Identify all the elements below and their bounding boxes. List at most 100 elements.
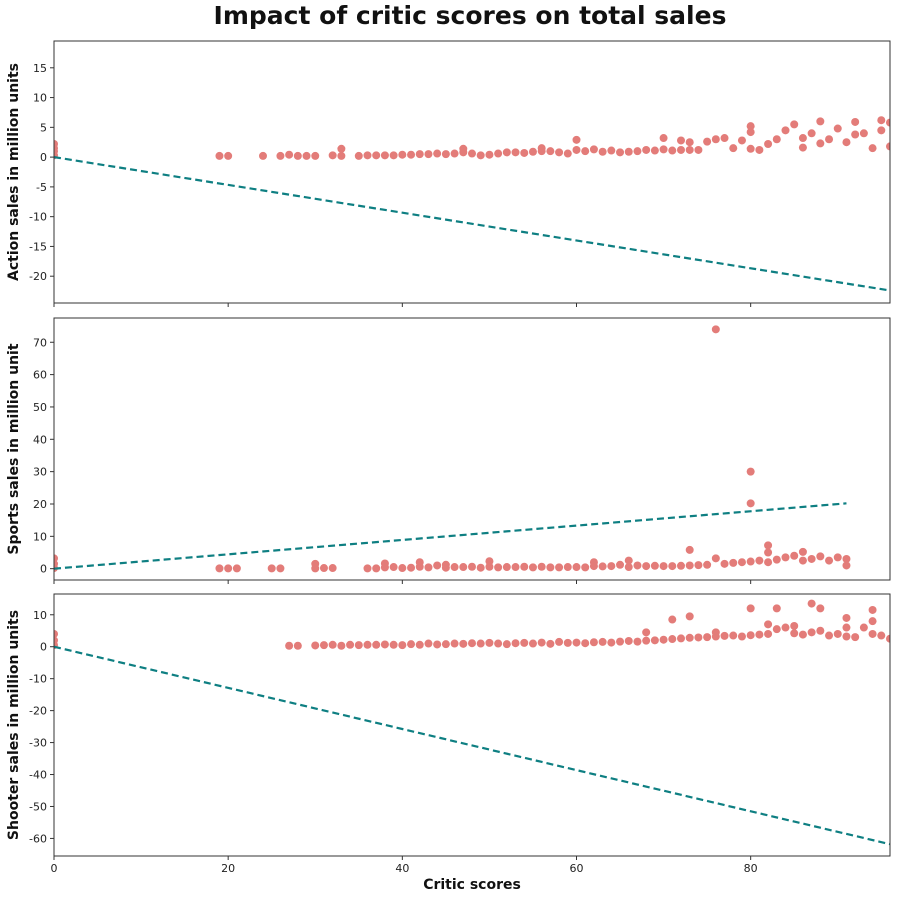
sports-data-point [537,562,546,571]
shooter-data-point [685,633,694,642]
sports-trend-line [54,502,847,570]
action-ytick-label: -5 [36,181,47,194]
shooter-data-point [711,628,720,637]
action-data-point [624,147,633,156]
action-data-point [659,134,668,143]
shooter-data-point [816,604,825,613]
shooter-data-point [650,636,659,645]
action-data-point [616,148,625,157]
action-data-point [285,150,294,159]
sports-data-point [555,563,564,572]
sports-data-point [764,548,773,557]
action-data-point [494,149,503,158]
sports-data-point [737,558,746,567]
action-ytick-label: 10 [33,92,47,105]
sports-data-point [755,556,764,565]
sports-data-point [476,563,485,572]
action-ytick-label: -20 [29,270,47,283]
sports-data-point [677,561,685,570]
sports-data-point [833,553,842,562]
shooter-data-point [563,638,572,647]
action-data-point [642,145,651,154]
sports-data-point [528,563,537,572]
action-data-point [650,146,659,155]
sports-data-point [563,563,572,572]
shooter-data-point [694,633,703,642]
action-data-point [468,149,476,158]
shooter-data-point [459,639,468,648]
shooter-data-point [380,640,389,649]
action-data-point [633,147,642,156]
sports-data-point [54,554,58,563]
action-data-point [677,136,685,145]
shooter-data-point [546,639,555,648]
action-data-point [737,136,746,145]
sports-data-point [633,561,642,570]
shooter-data-point [807,628,816,637]
action-data-point [816,117,825,126]
action-data-point [746,122,755,131]
sports-data-point [572,563,581,572]
shooter-data-point [842,613,851,622]
shooter-data-point [772,604,781,613]
shooter-data-point [807,599,816,608]
action-data-point [502,148,511,157]
action-data-point [433,149,442,158]
sports-data-point [798,547,807,556]
shooter-data-point [642,628,651,637]
sports-data-point [311,559,320,568]
sports-data-point [772,555,781,564]
sports-data-point [407,563,416,572]
sports-data-point [328,564,337,573]
shooter-data-point [790,621,799,630]
shooter-data-point [659,635,668,644]
shooter-data-point [598,637,607,646]
shooter-data-point [555,637,564,646]
action-ytick-label: 0 [40,151,47,164]
shooter-data-point [528,639,537,648]
sports-data-point [224,564,233,573]
shooter-data-point [868,629,877,638]
sports-data-point [581,563,590,572]
shooter-data-point [581,639,590,648]
sports-data-point [607,562,616,571]
action-trend-line [54,156,890,292]
action-data-point [372,151,381,160]
shooter-data-point [842,623,851,632]
action-data-point [877,116,886,125]
sports-data-point [825,556,834,565]
shooter-data-point [494,639,503,648]
action-data-point [833,124,842,133]
action-data-point [851,130,860,139]
shooter-data-point [746,604,755,613]
action-ytick-label: -15 [29,240,47,253]
action-data-point [703,137,712,146]
sports-data-point [267,564,276,573]
shooter-data-point [677,634,685,643]
shooter-data-point [398,641,407,650]
action-data-point [354,151,363,160]
action-data-point [589,145,598,154]
action-data-point [807,129,816,138]
sports-data-point [459,563,468,572]
action-data-point [407,150,416,159]
shooter-data-point [337,641,346,650]
sports-axes-frame [53,317,891,581]
shooter-data-point [572,638,581,647]
sports-data-point [729,558,738,567]
action-data-point [441,150,450,159]
action-data-point [337,151,346,160]
action-data-point [851,117,860,126]
sports-ytick-label: 70 [33,336,47,349]
shooter-data-point [319,641,328,650]
action-data-point [772,135,781,144]
sports-ytick-label: 40 [33,433,47,446]
shooter-data-point [633,637,642,646]
action-data-point [389,151,398,160]
shooter-data-point [624,636,633,645]
shooter-data-point [520,638,529,647]
action-data-point [868,144,877,153]
action-data-point [398,150,407,159]
shooter-ytick-label: -40 [29,769,47,782]
sports-data-point [781,553,790,562]
